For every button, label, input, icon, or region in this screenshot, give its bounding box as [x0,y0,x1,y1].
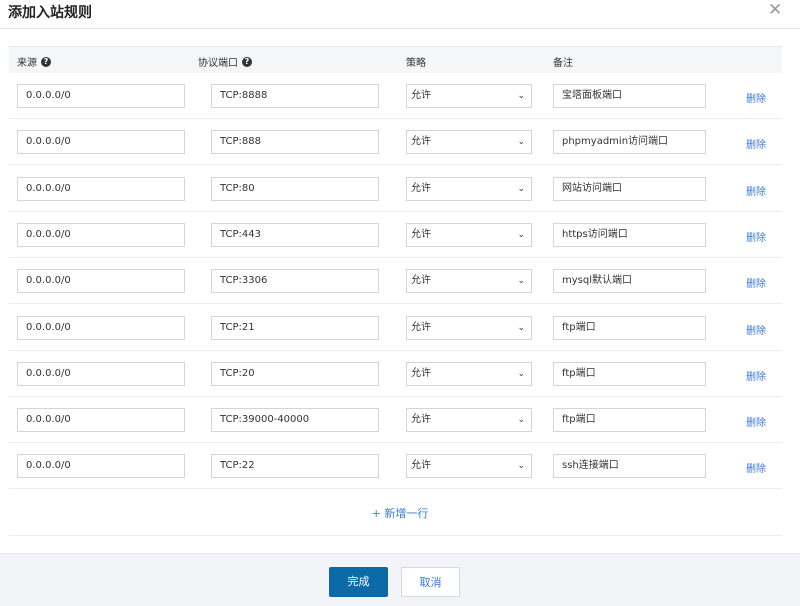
policy-value: 允许 [411,136,431,148]
add-row-button[interactable]: + 新增一行 [371,507,429,520]
port-input[interactable]: TCP:3306 [211,269,379,294]
port-input[interactable]: TCP:20 [211,361,379,386]
port-input[interactable]: TCP:443 [211,222,379,247]
port-input[interactable]: TCP:888 [211,130,379,155]
divider [9,535,782,536]
policy-select[interactable]: 允许 ⌄ [406,176,532,201]
delete-link[interactable]: 删除 [746,371,766,383]
table-row: 0.0.0.0/0 TCP:8888 允许 ⌄ 宝塔面板端口 删除 [9,73,782,119]
table-row: 0.0.0.0/0 TCP:888 允许 ⌄ phpmyadmin访问端口 删除 [9,119,782,166]
note-input[interactable]: phpmyadmin访问端口 [553,130,706,155]
note-input[interactable]: 宝塔面板端口 [553,84,706,108]
done-button[interactable]: 完成 [329,567,388,597]
source-input[interactable]: 0.0.0.0/0 [17,408,185,433]
policy-value: 允许 [411,460,431,472]
policy-value: 允许 [411,275,431,287]
cancel-button[interactable]: 取消 [401,567,460,597]
note-input[interactable]: https访问端口 [553,222,706,247]
header-label: 来源 [17,58,37,69]
policy-value: 允许 [411,367,431,379]
close-icon[interactable]: ✕ [768,0,783,20]
chevron-down-icon: ⌄ [517,415,525,426]
chevron-down-icon: ⌄ [517,461,525,472]
note-input[interactable]: 网站访问端口 [553,176,706,201]
chevron-down-icon: ⌄ [517,229,525,240]
table-row: 0.0.0.0/0 TCP:22 允许 ⌄ ssh连接端口 删除 [9,443,782,490]
port-input[interactable]: TCP:80 [211,176,379,201]
delete-link[interactable]: 删除 [746,94,766,105]
header-label: 协议端口 [198,58,238,69]
source-input[interactable]: 0.0.0.0/0 [17,361,185,386]
delete-link[interactable]: 删除 [746,279,766,291]
delete-link[interactable]: 删除 [746,325,766,337]
policy-value: 允许 [411,228,431,240]
source-input[interactable]: 0.0.0.0/0 [17,130,185,155]
policy-value: 允许 [411,414,431,426]
table-row: 0.0.0.0/0 TCP:39000-40000 允许 ⌄ ftp端口 删除 [9,397,782,444]
chevron-down-icon: ⌄ [517,368,525,379]
table-row: 0.0.0.0/0 TCP:443 允许 ⌄ https访问端口 删除 [9,212,782,258]
note-input[interactable]: ftp端口 [553,315,706,340]
port-input[interactable]: TCP:39000-40000 [211,408,379,433]
policy-select[interactable]: 允许 ⌄ [406,130,532,155]
table-row: 0.0.0.0/0 TCP:3306 允许 ⌄ mysql默认端口 删除 [9,258,782,305]
policy-select[interactable]: 允许 ⌄ [406,408,532,433]
port-input[interactable]: TCP:21 [211,315,379,340]
delete-link[interactable]: 删除 [746,418,766,430]
divider [0,28,800,29]
policy-value: 允许 [411,90,431,101]
header-policy: 策略 [406,58,426,69]
dialog-title: 添加入站规则 [8,5,92,21]
chevron-down-icon: ⌄ [517,91,525,101]
policy-select[interactable]: 允许 ⌄ [406,361,532,386]
note-input[interactable]: ftp端口 [553,408,706,433]
header-port: 协议端口? [198,54,252,69]
policy-select[interactable]: 允许 ⌄ [406,222,532,247]
delete-link[interactable]: 删除 [746,464,766,476]
policy-select[interactable]: 允许 ⌄ [406,269,532,294]
policy-select[interactable]: 允许 ⌄ [406,454,532,479]
policy-select[interactable]: 允许 ⌄ [406,84,532,108]
port-input[interactable]: TCP:8888 [211,84,379,108]
policy-select[interactable]: 允许 ⌄ [406,315,532,340]
table-row: 0.0.0.0/0 TCP:20 允许 ⌄ ftp端口 删除 [9,351,782,397]
source-input[interactable]: 0.0.0.0/0 [17,84,185,108]
dialog-footer: 完成 取消 [0,553,800,606]
note-input[interactable]: ftp端口 [553,361,706,386]
source-input[interactable]: 0.0.0.0/0 [17,315,185,340]
delete-link[interactable]: 删除 [746,232,766,244]
table-row: 0.0.0.0/0 TCP:21 允许 ⌄ ftp端口 删除 [9,305,782,351]
delete-link[interactable]: 删除 [746,140,766,152]
delete-link[interactable]: 删除 [746,186,766,198]
source-input[interactable]: 0.0.0.0/0 [17,222,185,247]
add-row: + 新增一行 [0,505,800,521]
note-input[interactable]: mysql默认端口 [553,269,706,294]
table-row: 0.0.0.0/0 TCP:80 允许 ⌄ 网站访问端口 删除 [9,166,782,212]
table-header: 来源? 协议端口? 策略 备注 [9,46,782,73]
source-input[interactable]: 0.0.0.0/0 [17,269,185,294]
help-icon[interactable]: ? [41,56,51,67]
header-note: 备注 [553,58,573,69]
help-icon[interactable]: ? [242,56,252,67]
chevron-down-icon: ⌄ [517,137,525,148]
chevron-down-icon: ⌄ [517,322,525,333]
policy-value: 允许 [411,182,431,194]
header-source: 来源? [17,54,51,69]
port-input[interactable]: TCP:22 [211,454,379,479]
chevron-down-icon: ⌄ [517,276,525,287]
chevron-down-icon: ⌄ [517,183,525,194]
note-input[interactable]: ssh连接端口 [553,454,706,479]
source-input[interactable]: 0.0.0.0/0 [17,176,185,201]
policy-value: 允许 [411,321,431,333]
source-input[interactable]: 0.0.0.0/0 [17,454,185,479]
